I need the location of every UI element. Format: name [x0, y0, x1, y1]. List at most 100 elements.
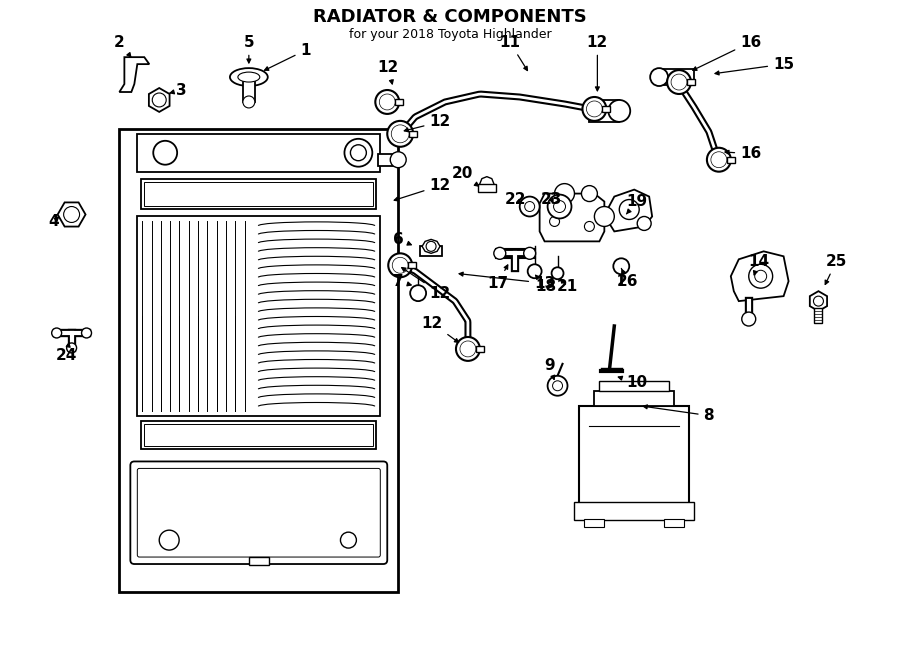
Circle shape [159, 530, 179, 550]
Bar [687, 79, 695, 85]
Text: 25: 25 [825, 254, 847, 284]
Text: 22: 22 [505, 192, 526, 207]
Text: 12: 12 [401, 268, 451, 301]
Circle shape [379, 94, 395, 110]
Circle shape [392, 125, 410, 143]
Circle shape [375, 90, 400, 114]
Circle shape [388, 253, 412, 277]
Bar [243, 77, 255, 102]
Bar [120, 129, 398, 592]
Text: 16: 16 [693, 35, 761, 70]
Circle shape [554, 200, 565, 212]
Text: 12: 12 [394, 178, 451, 201]
Text: 15: 15 [715, 57, 794, 75]
Bar [141, 178, 376, 208]
Polygon shape [607, 190, 652, 231]
Text: 13: 13 [459, 272, 555, 291]
Circle shape [82, 328, 92, 338]
Text: 12: 12 [421, 315, 459, 342]
Circle shape [387, 121, 413, 147]
Text: 26: 26 [616, 268, 638, 289]
Bar [248, 557, 269, 565]
Bar [574, 502, 694, 520]
Circle shape [581, 186, 598, 202]
Polygon shape [148, 88, 169, 112]
Text: 19: 19 [626, 194, 648, 214]
FancyBboxPatch shape [138, 469, 381, 557]
Circle shape [667, 70, 691, 94]
Circle shape [547, 376, 568, 396]
Circle shape [706, 148, 731, 172]
Circle shape [494, 247, 506, 259]
Polygon shape [540, 194, 604, 241]
Text: 6: 6 [392, 232, 411, 247]
Bar [476, 346, 484, 352]
Bar [602, 106, 610, 112]
Circle shape [552, 267, 563, 279]
Text: 11: 11 [500, 35, 527, 71]
Text: 4: 4 [49, 214, 59, 229]
Circle shape [550, 217, 560, 227]
Text: 10: 10 [618, 375, 648, 390]
Text: 2: 2 [114, 35, 130, 57]
Text: 12: 12 [378, 59, 399, 84]
Text: 14: 14 [748, 254, 770, 275]
Circle shape [547, 194, 572, 219]
Circle shape [243, 96, 255, 108]
Text: 23: 23 [541, 192, 562, 207]
Polygon shape [120, 57, 149, 92]
Circle shape [153, 141, 177, 165]
Circle shape [527, 264, 542, 278]
Text: 18: 18 [535, 275, 556, 293]
Bar [138, 134, 381, 172]
Circle shape [619, 200, 639, 219]
Bar [144, 424, 374, 446]
Circle shape [392, 257, 409, 273]
Circle shape [814, 296, 824, 306]
Circle shape [460, 341, 476, 357]
Bar [664, 519, 684, 527]
Polygon shape [58, 202, 86, 227]
Circle shape [711, 152, 727, 168]
Bar [580, 406, 689, 505]
Text: 17: 17 [487, 265, 508, 291]
Circle shape [350, 145, 366, 161]
Circle shape [51, 328, 61, 338]
Bar [141, 420, 376, 449]
Circle shape [584, 221, 594, 231]
Text: RADIATOR & COMPONENTS: RADIATOR & COMPONENTS [313, 9, 587, 26]
Circle shape [637, 217, 652, 231]
Polygon shape [422, 239, 440, 253]
Bar [478, 184, 496, 192]
Bar [594, 391, 674, 406]
Text: for your 2018 Toyota Highlander: for your 2018 Toyota Highlander [348, 28, 552, 41]
Circle shape [671, 74, 687, 90]
Text: 21: 21 [557, 279, 578, 293]
Text: 24: 24 [56, 342, 77, 364]
Circle shape [152, 93, 166, 107]
Circle shape [525, 202, 535, 212]
Circle shape [426, 241, 436, 251]
Polygon shape [731, 251, 788, 301]
Text: 12: 12 [404, 114, 451, 132]
Circle shape [650, 68, 668, 86]
Bar [395, 99, 403, 105]
Circle shape [410, 285, 426, 301]
Text: 1: 1 [265, 43, 310, 70]
Text: 8: 8 [644, 405, 715, 423]
Circle shape [345, 139, 373, 167]
Text: 5: 5 [244, 35, 254, 63]
Polygon shape [810, 291, 827, 311]
Bar [144, 182, 374, 206]
Circle shape [755, 270, 767, 282]
Bar [727, 157, 734, 163]
Text: 3: 3 [170, 83, 186, 98]
Bar [599, 381, 669, 391]
Circle shape [554, 184, 574, 204]
Bar [138, 217, 381, 416]
FancyBboxPatch shape [130, 461, 387, 564]
Circle shape [67, 343, 76, 353]
Circle shape [587, 101, 602, 117]
Text: 12: 12 [587, 35, 608, 91]
Text: 7: 7 [393, 274, 411, 289]
